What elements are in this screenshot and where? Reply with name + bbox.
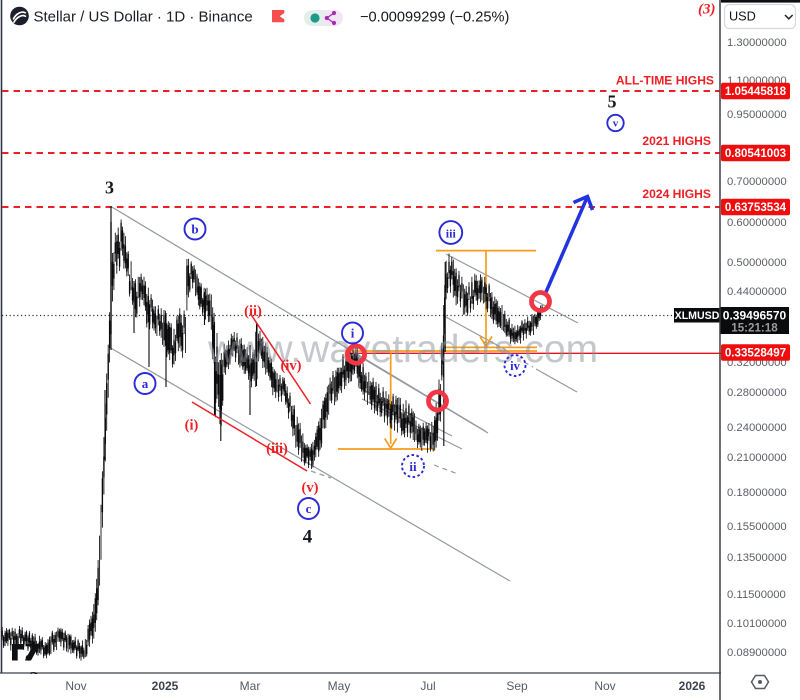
svg-text:1.05445818: 1.05445818	[725, 85, 787, 98]
svg-text:0.70000000: 0.70000000	[727, 176, 787, 188]
svg-text:5: 5	[608, 92, 617, 112]
svg-text:ii: ii	[409, 459, 417, 474]
svg-text:Nov: Nov	[65, 679, 86, 693]
svg-text:0.44000000: 0.44000000	[727, 286, 787, 298]
svg-text:v: v	[613, 118, 619, 130]
svg-text:0.18000000: 0.18000000	[727, 487, 787, 499]
svg-text:a: a	[142, 376, 149, 391]
svg-text:iii: iii	[446, 227, 457, 241]
svg-text:2021 HIGHS: 2021 HIGHS	[642, 134, 711, 148]
svg-text:0.95000000: 0.95000000	[727, 109, 787, 121]
svg-text:c: c	[306, 501, 312, 516]
svg-text:(iv): (iv)	[281, 358, 302, 374]
svg-text:Mar: Mar	[240, 679, 261, 693]
svg-text:3: 3	[105, 178, 114, 198]
svg-text:4: 4	[303, 527, 313, 548]
svg-text:0.08900000: 0.08900000	[727, 647, 787, 659]
svg-text:XLMUSD: XLMUSD	[675, 310, 720, 322]
svg-text:0.24000000: 0.24000000	[727, 422, 787, 434]
svg-text:15:21:18: 15:21:18	[731, 322, 778, 335]
svg-text:(3): (3)	[698, 2, 716, 18]
svg-text:0.63753534: 0.63753534	[725, 201, 787, 214]
svg-text:(v): (v)	[302, 480, 319, 496]
svg-text:ALL-TIME HIGHS: ALL-TIME HIGHS	[616, 74, 714, 88]
svg-text:iv: iv	[510, 359, 520, 373]
svg-text:USD: USD	[729, 10, 756, 24]
svg-text:Jul: Jul	[420, 679, 435, 693]
svg-text:0.33528497: 0.33528497	[725, 347, 786, 360]
svg-text:Sep: Sep	[506, 679, 528, 693]
svg-text:0.60000000: 0.60000000	[727, 217, 787, 229]
svg-text:2026: 2026	[679, 679, 706, 693]
svg-text:0.21000000: 0.21000000	[727, 452, 787, 464]
svg-text:−0.00099299 (−0.25%): −0.00099299 (−0.25%)	[360, 10, 509, 26]
svg-text:(iii): (iii)	[266, 441, 288, 457]
svg-text:www.wavetraders.com: www.wavetraders.com	[207, 328, 598, 371]
svg-text:May: May	[328, 679, 351, 693]
svg-text:0.10100000: 0.10100000	[727, 618, 787, 630]
svg-text:Nov: Nov	[594, 679, 615, 693]
svg-text:0.28000000: 0.28000000	[727, 387, 787, 399]
svg-text:i: i	[351, 326, 355, 341]
svg-text:0.80541003: 0.80541003	[725, 147, 787, 160]
svg-text:(i): (i)	[185, 418, 199, 434]
svg-text:0.13500000: 0.13500000	[727, 552, 787, 564]
svg-text:(ii): (ii)	[244, 304, 262, 320]
svg-text:b: b	[191, 222, 198, 237]
svg-text:2024 HIGHS: 2024 HIGHS	[642, 187, 711, 201]
svg-text:0.39496570: 0.39496570	[723, 309, 787, 323]
svg-text:2025: 2025	[152, 679, 179, 693]
svg-text:Stellar / US Dollar · 1D · Bin: Stellar / US Dollar · 1D · Binance	[34, 9, 253, 26]
svg-text:0.50000000: 0.50000000	[727, 257, 787, 269]
svg-text:1.30000000: 1.30000000	[727, 37, 787, 49]
svg-text:0.11500000: 0.11500000	[727, 589, 786, 601]
svg-text:0.15500000: 0.15500000	[727, 521, 787, 533]
